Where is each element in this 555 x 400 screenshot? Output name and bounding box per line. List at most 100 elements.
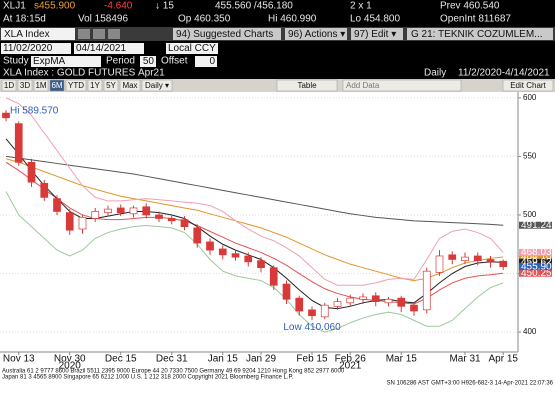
study-name[interactable]: ExpMA bbox=[33, 56, 66, 67]
footer-line: Japan 81 3 4565 8900 Singapore 65 6212 1… bbox=[2, 375, 294, 381]
security-input[interactable]: XLA Index bbox=[4, 29, 50, 40]
end-label: 450.255 bbox=[521, 268, 555, 279]
high: Hi 460.990 bbox=[268, 14, 317, 25]
moving-average-line bbox=[5, 138, 504, 310]
icon[interactable] bbox=[108, 29, 120, 39]
period[interactable]: 50 bbox=[143, 56, 155, 67]
end-label: 464.108 bbox=[521, 252, 555, 263]
range-button-label[interactable]: Max bbox=[122, 81, 137, 90]
candle-body bbox=[40, 183, 49, 198]
candle-body bbox=[2, 112, 10, 119]
candle-body bbox=[295, 297, 304, 312]
add-data-box[interactable] bbox=[342, 79, 462, 92]
table-label[interactable]: Table bbox=[297, 81, 317, 90]
candle-body bbox=[78, 216, 87, 230]
icon[interactable] bbox=[78, 29, 90, 39]
legend-security: XLA Index : GOLD FUTURES bbox=[3, 68, 136, 79]
size: 2 x 1 bbox=[350, 1, 372, 12]
x-tick-label: Nov 30 bbox=[54, 354, 86, 365]
study-box[interactable] bbox=[31, 56, 101, 67]
moving-average-line bbox=[5, 97, 504, 286]
moving-average-line bbox=[5, 155, 504, 226]
edit-chart-label[interactable]: Edit Chart bbox=[510, 81, 546, 90]
moving-average-line bbox=[5, 191, 504, 333]
moving-average-line bbox=[5, 161, 504, 305]
candle-body bbox=[155, 214, 163, 219]
range-button-label[interactable]: Daily ▾ bbox=[145, 81, 169, 90]
candle-body bbox=[269, 267, 278, 286]
actions-button[interactable] bbox=[285, 28, 347, 40]
candle-body bbox=[218, 248, 227, 256]
edit-button[interactable] bbox=[351, 28, 403, 40]
period-label: Period bbox=[106, 56, 135, 67]
range-button[interactable] bbox=[119, 79, 141, 92]
range-button[interactable] bbox=[103, 79, 119, 92]
prev: Prev 460.540 bbox=[440, 1, 500, 12]
add-data[interactable]: Add Data bbox=[346, 81, 380, 90]
candle-body bbox=[397, 297, 406, 307]
page-button[interactable] bbox=[407, 28, 553, 40]
y-tick-label: 550 bbox=[523, 152, 537, 161]
offset[interactable]: 0 bbox=[209, 56, 215, 67]
candle-body bbox=[371, 295, 380, 302]
range-button[interactable] bbox=[141, 79, 173, 92]
period-box[interactable] bbox=[140, 56, 156, 67]
range-button-label[interactable]: 1Y bbox=[90, 81, 100, 90]
suggested-label[interactable]: 94) Suggested Charts bbox=[176, 29, 273, 40]
candle-body bbox=[346, 297, 355, 304]
candle-body bbox=[486, 259, 495, 263]
offset-box[interactable] bbox=[195, 56, 217, 67]
candle-body bbox=[231, 253, 240, 258]
range-button[interactable] bbox=[65, 79, 87, 92]
end-label: 491.242 bbox=[521, 220, 555, 231]
start-box[interactable] bbox=[1, 43, 71, 54]
range-button[interactable] bbox=[17, 79, 33, 92]
end-date[interactable]: 04/14/2021 bbox=[76, 43, 126, 54]
footer-line: SN 106286 AST GMT+3:00 H926-682-3 14-Apr… bbox=[387, 381, 554, 387]
candle-body bbox=[104, 208, 112, 213]
page-label[interactable]: G 21: TEKNIK COZUMLEM... bbox=[411, 29, 543, 40]
edit-chart-button[interactable] bbox=[502, 79, 554, 92]
candle-body bbox=[435, 255, 444, 273]
candle-body bbox=[320, 304, 329, 318]
candle-body bbox=[244, 255, 253, 263]
range-button-label[interactable]: 6M bbox=[51, 81, 62, 90]
candle-body bbox=[193, 227, 202, 244]
range-button-label[interactable]: 1M bbox=[35, 81, 46, 90]
currency-box[interactable] bbox=[166, 43, 218, 54]
actions-label[interactable]: 96) Actions ▾ bbox=[288, 29, 345, 40]
change: -4.640 bbox=[104, 1, 133, 12]
candle-body bbox=[282, 283, 291, 300]
x-tick-label: Mar 31 bbox=[449, 354, 481, 365]
end-label-box bbox=[519, 258, 552, 266]
edit-label[interactable]: 97) Edit ▾ bbox=[354, 29, 396, 40]
range-button[interactable] bbox=[1, 79, 17, 92]
range-button[interactable] bbox=[33, 79, 49, 92]
icon[interactable] bbox=[93, 29, 105, 39]
currency[interactable]: Local CCY bbox=[168, 43, 216, 54]
legend-contract: Apr21 bbox=[138, 68, 165, 79]
open-interest: OpenInt 811687 bbox=[440, 14, 511, 25]
range-button-label[interactable]: 1D bbox=[4, 81, 14, 90]
frequency: Daily bbox=[424, 68, 446, 79]
x-tick-label: Nov 13 bbox=[3, 354, 35, 365]
candle-body bbox=[116, 207, 125, 213]
candle-body bbox=[333, 301, 342, 307]
range-button[interactable] bbox=[49, 79, 65, 92]
start-date[interactable]: 11/02/2020 bbox=[3, 43, 53, 54]
security-box[interactable] bbox=[1, 28, 75, 40]
table-button[interactable] bbox=[276, 79, 338, 92]
range-button-label[interactable]: 3D bbox=[20, 81, 30, 90]
candle-body bbox=[461, 256, 469, 261]
range-button[interactable] bbox=[87, 79, 103, 92]
range-button-label[interactable]: 5Y bbox=[106, 81, 116, 90]
candle-body bbox=[473, 255, 482, 261]
suggested-button[interactable] bbox=[173, 28, 281, 40]
candle-body bbox=[91, 211, 100, 219]
end-box[interactable] bbox=[74, 43, 144, 54]
bid-ask: 455.560 /456.180 bbox=[215, 1, 293, 12]
candle-body bbox=[384, 298, 393, 304]
range-button-label[interactable]: YTD bbox=[68, 81, 84, 90]
